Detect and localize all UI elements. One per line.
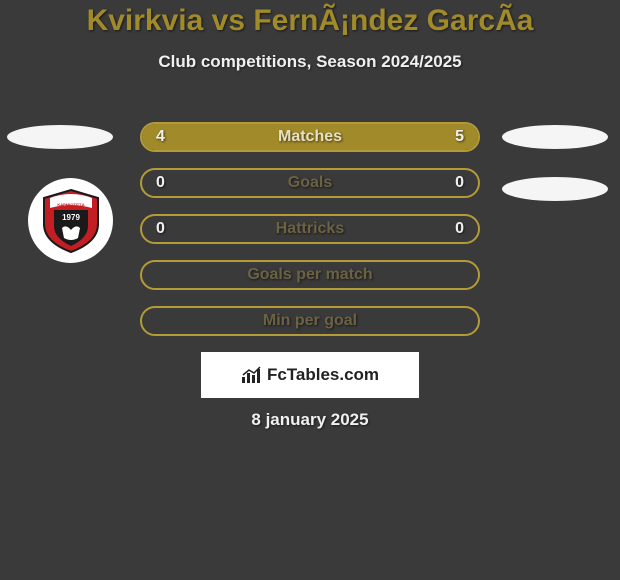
stat-value-right: 5	[455, 128, 464, 146]
bar-chart-icon	[241, 366, 263, 384]
team-oval-left	[7, 125, 113, 149]
stat-value-left: 0	[156, 174, 165, 192]
stat-row-hattricks: 0 Hattricks 0	[140, 214, 480, 244]
stat-label: Goals per match	[247, 266, 372, 284]
stat-row-min-per-goal: Min per goal	[140, 306, 480, 336]
page-title: Kvirkvia vs FernÃ¡ndez GarcÃ­a	[0, 0, 620, 38]
site-name: FcTables.com	[267, 365, 379, 385]
stat-value-left: 0	[156, 220, 165, 238]
stat-label: Hattricks	[276, 220, 344, 238]
shield-icon: ΚΑΡΜΙΩΤΙΣΣΑ 1979	[40, 188, 102, 254]
stat-label: Min per goal	[263, 312, 357, 330]
team-oval-right-2	[502, 177, 608, 201]
stat-row-matches: 4 Matches 5	[140, 122, 480, 152]
badge-top-text: ΚΑΡΜΙΩΤΙΣΣΑ	[57, 202, 84, 207]
team-oval-right-1	[502, 125, 608, 149]
site-attribution: FcTables.com	[201, 352, 419, 398]
stat-label: Matches	[278, 128, 342, 146]
club-badge: ΚΑΡΜΙΩΤΙΣΣΑ 1979	[28, 178, 113, 263]
stat-value-right: 0	[455, 174, 464, 192]
stat-label: Goals	[288, 174, 332, 192]
stat-value-right: 0	[455, 220, 464, 238]
subtitle: Club competitions, Season 2024/2025	[0, 52, 620, 72]
badge-year: 1979	[62, 213, 80, 222]
stat-value-left: 4	[156, 128, 165, 146]
stat-row-goals: 0 Goals 0	[140, 168, 480, 198]
stats-panel: 4 Matches 5 0 Goals 0 0 Hattricks 0 Goals per mat…	[140, 122, 480, 352]
date-label: 8 january 2025	[0, 410, 620, 430]
stat-row-goals-per-match: Goals per match	[140, 260, 480, 290]
